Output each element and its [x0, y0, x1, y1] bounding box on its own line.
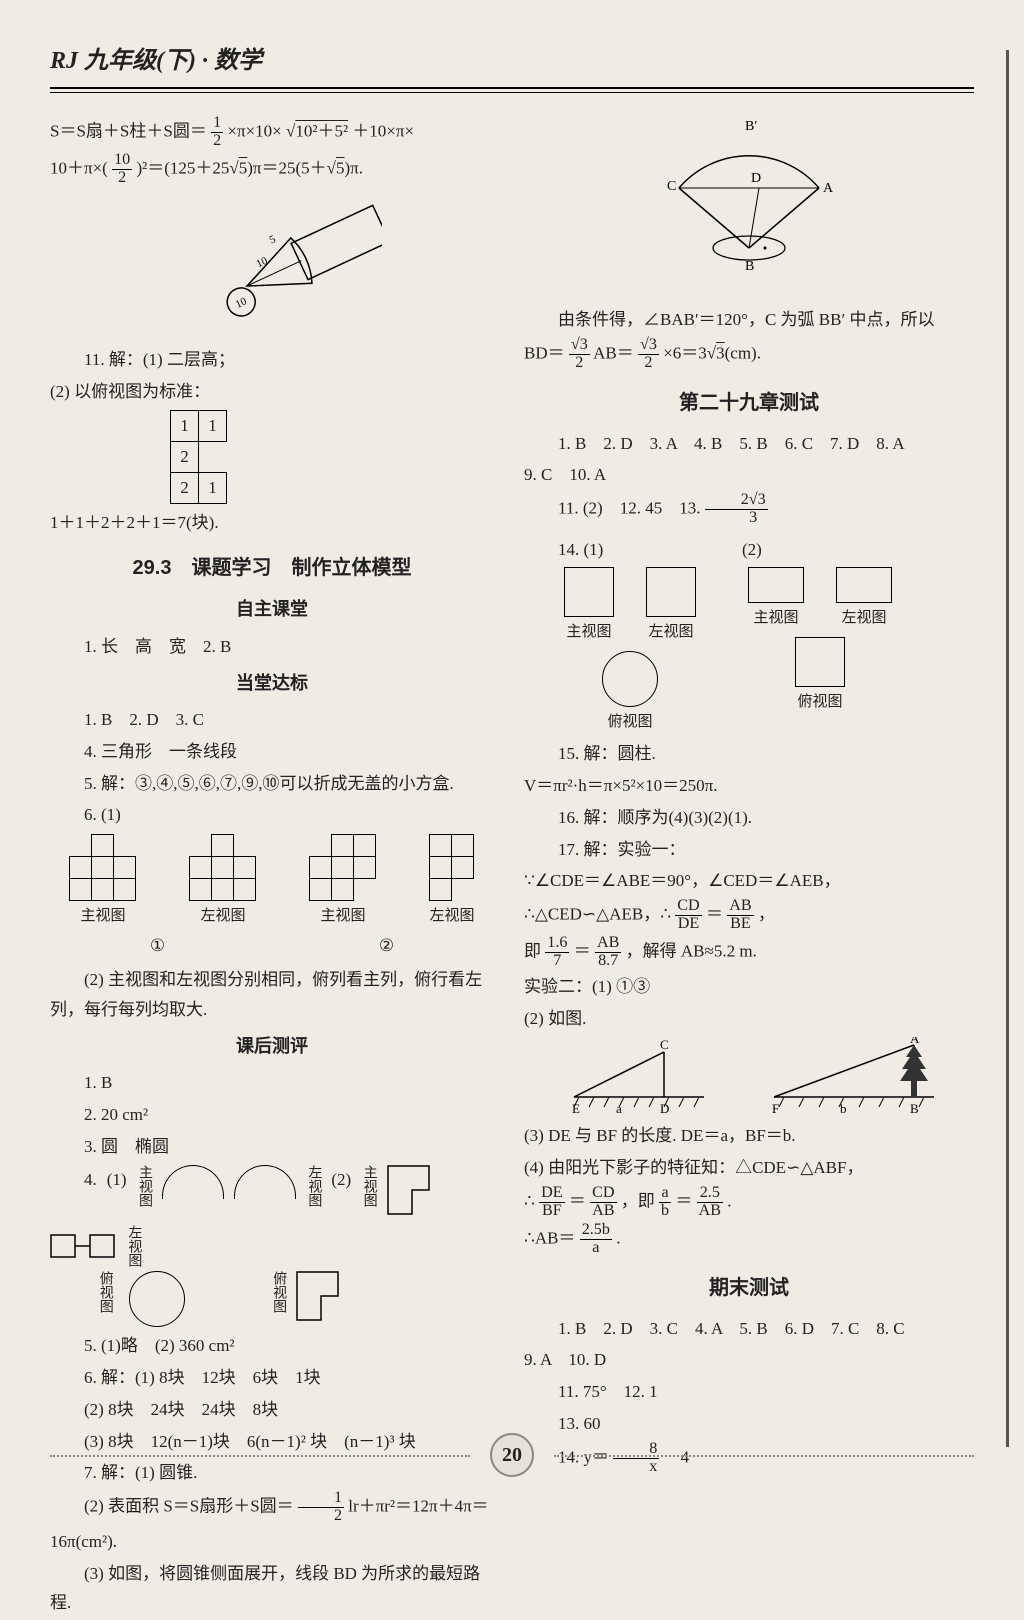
svg-text:D: D [751, 171, 761, 186]
t17-b: ∴△CED∽△AEB，∴ CDDE ＝ ABBE ， [524, 898, 974, 933]
footer-dots-left [50, 1455, 470, 1457]
kh-2: 2. 20 cm² [50, 1100, 494, 1130]
zizhu-1: 1. 长 高 宽 2. B [50, 632, 494, 662]
kh-1: 1. B [50, 1068, 494, 1098]
q11-line-b: (2) 以俯视图为标准： [50, 377, 494, 407]
half-circle-icon [162, 1165, 224, 1199]
svg-text:F: F [772, 1101, 779, 1116]
q6-views-row: 主视图 左视图 主视图 左视图 [50, 834, 494, 929]
bd-eq: BD＝ √32 AB＝ √32 ×6＝3√3(cm). [524, 337, 974, 372]
sub-heading-zizhu: 自主课堂 [50, 594, 494, 626]
page-number-badge: 20 [490, 1433, 534, 1477]
final-row1: 1. B 2. D 3. C 4. A 5. B 6. D 7. C 8. C [524, 1314, 974, 1344]
t15: 15. 解：圆柱. [524, 739, 974, 769]
final-13: 13. 60 [524, 1409, 974, 1439]
kh-6: 6. 解：(1) 8块 12块 6块 1块 [50, 1363, 494, 1393]
kh-7: 7. 解：(1) 圆锥. [50, 1458, 494, 1488]
test-11-13: 11. (2) 12. 45 13. 2√33 [524, 492, 974, 527]
header-rule [50, 87, 974, 93]
kh-5: 5. (1)略 (2) 360 cm² [50, 1331, 494, 1361]
t16: 16. 解：顺序为(4)(3)(2)(1). [524, 803, 974, 833]
t17-4b: ∴ DEBF ＝ CDAB ，即 ab ＝ 2.5AB . [524, 1185, 974, 1220]
t17-4: (4) 由阳光下影子的特征知：△CDE∽△ABF， [524, 1153, 974, 1183]
t17-3: (3) DE 与 BF 的长度. DE＝a，BF＝b. [524, 1121, 974, 1151]
sub-heading-dangtang: 当堂达标 [50, 668, 494, 700]
svg-text:10: 10 [234, 295, 249, 311]
svg-text:5: 5 [268, 233, 279, 246]
q11-sum: 1＋1＋2＋2＋1＝7(块). [50, 508, 494, 538]
kh-3: 3. 圆 椭圆 [50, 1132, 494, 1162]
test-answers-row1: 1. B 2. D 3. A 4. B 5. B 6. C 7. D 8. A [524, 429, 974, 459]
svg-text:D: D [660, 1101, 669, 1116]
dt-5: 5. 解：③,④,⑤,⑥,⑦,⑨,⑩可以折成无盖的小方盒. [50, 769, 494, 799]
eq-line-1: S＝S扇＋S柱＋S圆＝ 12 ×π×10× √10²＋5² ＋10×π× [50, 115, 494, 150]
section-ch29-test-heading: 第二十九章测试 [524, 386, 974, 421]
t17-c: 即 1.67 ＝ AB8.7 ，解得 AB≈5.2 m. [524, 935, 974, 970]
l-shape-icon [296, 1271, 346, 1321]
dt-6-label: 6. (1) [50, 800, 494, 830]
t17-e: (2) 如图. [524, 1004, 974, 1034]
svg-text:A: A [910, 1037, 920, 1046]
eq-line-2: 10＋π×( 102 )²＝(125＋25√5)π＝25(5＋√5)π. [50, 152, 494, 187]
circled-1: ① [69, 931, 247, 961]
footer-dots-right [554, 1455, 974, 1457]
svg-text:b: b [840, 1101, 847, 1116]
svg-text:B: B [745, 259, 754, 274]
svg-text:C: C [660, 1037, 669, 1052]
unfolded-cone-figure: 10 10 5 [162, 191, 382, 341]
test-answers-row2: 9. C 10. A [524, 460, 974, 490]
svg-text:E: E [572, 1101, 580, 1116]
t17-a: ∵∠CDE＝∠ABE＝90°，∠CED＝∠AEB， [524, 866, 974, 896]
dt-4: 4. 三角形 一条线段 [50, 737, 494, 767]
svg-text:B′: B′ [745, 119, 757, 134]
half-circle-icon [234, 1165, 296, 1199]
kh-4-row-2: 俯视图 俯视图 [50, 1271, 494, 1327]
cone-cond-text: 由条件得，∠BAB′＝120°，C 为弧 BB′ 中点，所以 [524, 305, 974, 335]
kh-6-2: (2) 8块 24块 24块 8块 [50, 1395, 494, 1425]
h-shape-icon [50, 1225, 116, 1259]
kh-7-2c: 16π(cm²). [50, 1527, 494, 1557]
q14-figures: 14. (1) 主视图 左视图 俯视图 (2) 主视图 左视图 俯视图 [558, 533, 974, 735]
l-shape-icon [387, 1165, 437, 1215]
cone-sector-figure: B′ C D A B [639, 113, 859, 303]
sub-heading-kehou: 课后测评 [50, 1031, 494, 1063]
t17-d: 实验二：(1) ①③ [524, 972, 974, 1002]
section-final-test-heading: 期末测试 [524, 1271, 974, 1306]
kh-7-2: (2) 表面积 S＝S扇形＋S圆＝ 12 lr＋πr²＝12π＋4π＝ [50, 1490, 494, 1525]
circle-icon [129, 1271, 185, 1327]
circled-2: ② [298, 931, 476, 961]
svg-text:10: 10 [254, 254, 269, 270]
kh-4-row: 4. (1) 主视图 左视图 (2) 主视图 左视图 [50, 1165, 494, 1267]
svg-text:A: A [823, 181, 834, 196]
two-column-layout: S＝S扇＋S柱＋S圆＝ 12 ×π×10× √10²＋5² ＋10×π× 10＋… [50, 113, 974, 1620]
kh-7-3: (3) 如图，将圆锥侧面展开，线段 BD 为所求的最短路程. [50, 1559, 494, 1619]
left-column: S＝S扇＋S柱＋S圆＝ 12 ×π×10× √10²＋5² ＋10×π× 10＋… [50, 113, 494, 1620]
final-14: 14. y＝ 8x 4 [524, 1441, 974, 1476]
kh-6-3: (3) 8块 12(n－1)块 6(n－1)² 块 (n－1)³ 块 [50, 1427, 494, 1457]
dt-6-2: (2) 主视图和左视图分别相同，俯列看主列，俯行看左列，每行每列均取大. [50, 965, 494, 1025]
page-header-title: RJ 九年级(下) · 数学 [50, 40, 974, 83]
svg-text:C: C [667, 179, 676, 194]
q11-line-a: 11. 解：(1) 二层高； [50, 345, 494, 375]
page-edge-shadow [1006, 50, 1009, 1447]
top-view-table: 11 2 21 [170, 410, 227, 503]
right-column: B′ C D A B 由条件得，∠BAB′＝120°，C 为弧 BB′ 中点，所… [524, 113, 974, 1620]
dt-1: 1. B 2. D 3. C [50, 705, 494, 735]
final-row2: 9. A 10. D [524, 1345, 974, 1375]
t17-5: ∴AB＝ 2.5ba . [524, 1222, 974, 1257]
t15-v: V＝πr²·h＝π×5²×10＝250π. [524, 771, 974, 801]
section-29-3-heading: 29.3 课题学习 制作立体模型 [50, 551, 494, 586]
final-11: 11. 75° 12. 1 [524, 1377, 974, 1407]
similar-triangles-figure: C E a D A F b B [554, 1037, 974, 1117]
svg-text:B: B [910, 1101, 919, 1116]
t17: 17. 解：实验一： [524, 835, 974, 865]
svg-text:a: a [616, 1101, 622, 1116]
